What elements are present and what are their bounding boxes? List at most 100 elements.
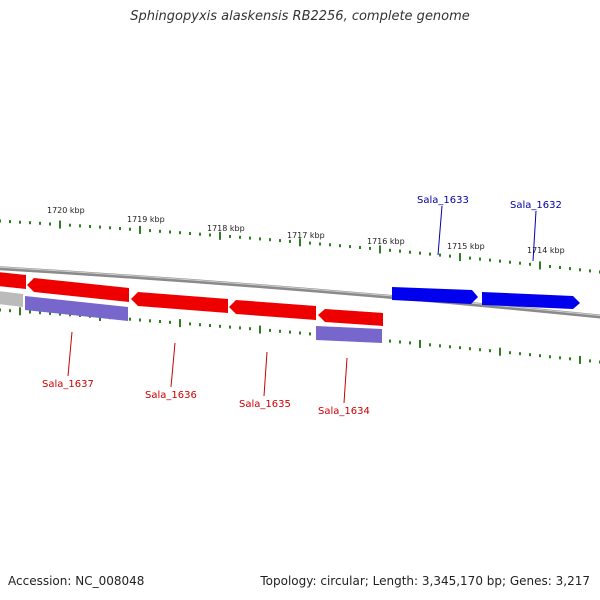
inner-minor-tick [229,325,231,329]
gene-partial-left[interactable] [0,272,26,289]
gene-label-sala-1637[interactable]: Sala_1637 [42,379,94,390]
inner-minor-tick [39,311,41,315]
inner-minor-tick [289,330,291,334]
outer-minor-tick [269,238,271,242]
outer-minor-tick [579,268,581,272]
outer-minor-tick [0,219,1,223]
genome-summary: Topology: circular; Length: 3,345,170 bp… [260,574,590,588]
inner-minor-tick [269,328,271,332]
outer-minor-tick [449,254,451,258]
outer-minor-tick [29,221,31,225]
inner-minor-tick [479,348,481,352]
outer-minor-tick [589,269,591,273]
outer-minor-tick [189,232,191,235]
inner-minor-tick [409,341,411,345]
inner-minor-tick [59,312,61,316]
gene-label-sala-1636[interactable]: Sala_1636 [145,390,197,401]
inner-minor-tick [529,353,531,357]
outer-minor-tick [179,231,181,235]
outer-minor-tick [79,224,81,228]
outer-major-tick [139,225,141,234]
inner-minor-tick [9,309,11,313]
inner-minor-tick [279,329,281,333]
feature-purple-2 [316,326,382,343]
outer-minor-tick [169,230,171,234]
gene-label-sala-1632[interactable]: Sala_1632 [510,200,562,211]
outer-major-tick [299,238,301,247]
inner-minor-tick [489,349,491,353]
leader-sala-1635 [263,351,268,397]
gene-sala-1633[interactable] [392,287,478,304]
map-title: Sphingopyxis alaskensis RB2256, complete… [130,9,470,24]
leader-sala-1637 [67,331,73,377]
outer-minor-tick [549,265,551,268]
feature-purple-1 [25,296,128,321]
outer-minor-tick [99,225,101,229]
inner-minor-tick [159,320,161,323]
outer-minor-tick [489,258,491,262]
outer-major-tick [379,245,381,254]
inner-minor-tick [449,345,451,349]
scale-label-1715: 1715 kbp [447,242,485,251]
inner-minor-tick [459,346,461,350]
outer-major-tick [219,231,221,240]
outer-minor-tick [359,246,361,249]
gene-sala-1634[interactable] [318,309,383,326]
inner-minor-tick [129,317,131,321]
outer-minor-tick [209,233,211,237]
outer-minor-tick [129,227,131,231]
genome-backbone [0,266,600,319]
inner-major-tick [259,325,261,334]
outer-minor-tick [119,227,121,230]
inner-major-tick [19,307,21,316]
gene-sala-1632[interactable] [482,292,580,309]
inner-minor-tick [539,354,541,358]
inner-minor-tick [569,357,571,361]
outer-minor-tick [319,242,321,246]
outer-minor-tick [259,237,261,241]
inner-minor-tick [169,320,171,324]
gene-sala-1635[interactable] [229,300,316,320]
inner-minor-tick [519,352,521,356]
inner-minor-tick [219,324,221,328]
inner-major-tick [419,339,421,348]
inner-minor-tick [239,326,241,330]
scale-label-1717: 1717 kbp [287,231,325,240]
outer-minor-tick [509,260,511,264]
gene-sala-1637[interactable] [27,278,129,302]
outer-minor-tick [479,257,481,261]
inner-minor-tick [439,344,441,348]
gene-sala-1636[interactable] [131,292,228,313]
inner-minor-tick [509,351,511,355]
outer-minor-tick [309,241,311,245]
outer-minor-tick [289,239,291,243]
outer-minor-tick [339,244,341,248]
scale-label-1718: 1718 kbp [207,224,245,233]
inner-minor-tick [49,311,51,315]
gene-label-sala-1635[interactable]: Sala_1635 [239,399,291,410]
leader-sala-1636 [170,342,176,388]
outer-major-tick [59,220,61,229]
inner-minor-tick [209,324,211,327]
outer-minor-tick [229,235,231,238]
outer-minor-tick [279,239,281,243]
outer-minor-tick [419,251,421,255]
outer-minor-tick [469,256,471,260]
outer-minor-tick [389,248,391,252]
scale-label-1716: 1716 kbp [367,237,405,246]
outer-minor-tick [329,243,331,247]
leader-sala-1634 [343,357,348,404]
inner-minor-tick [399,340,401,344]
outer-major-tick [539,261,541,270]
outer-minor-tick [399,249,401,253]
inner-minor-tick [189,322,191,326]
scale-label-1720: 1720 kbp [47,206,85,215]
inner-major-tick [179,319,181,328]
gene-label-sala-1633[interactable]: Sala_1633 [417,195,469,206]
leader-sala-1633 [437,205,443,256]
outer-minor-tick [149,229,151,233]
gene-label-sala-1634[interactable]: Sala_1634 [318,406,370,417]
outer-minor-tick [439,253,441,257]
outer-minor-tick [409,250,411,254]
outer-minor-tick [519,261,521,265]
